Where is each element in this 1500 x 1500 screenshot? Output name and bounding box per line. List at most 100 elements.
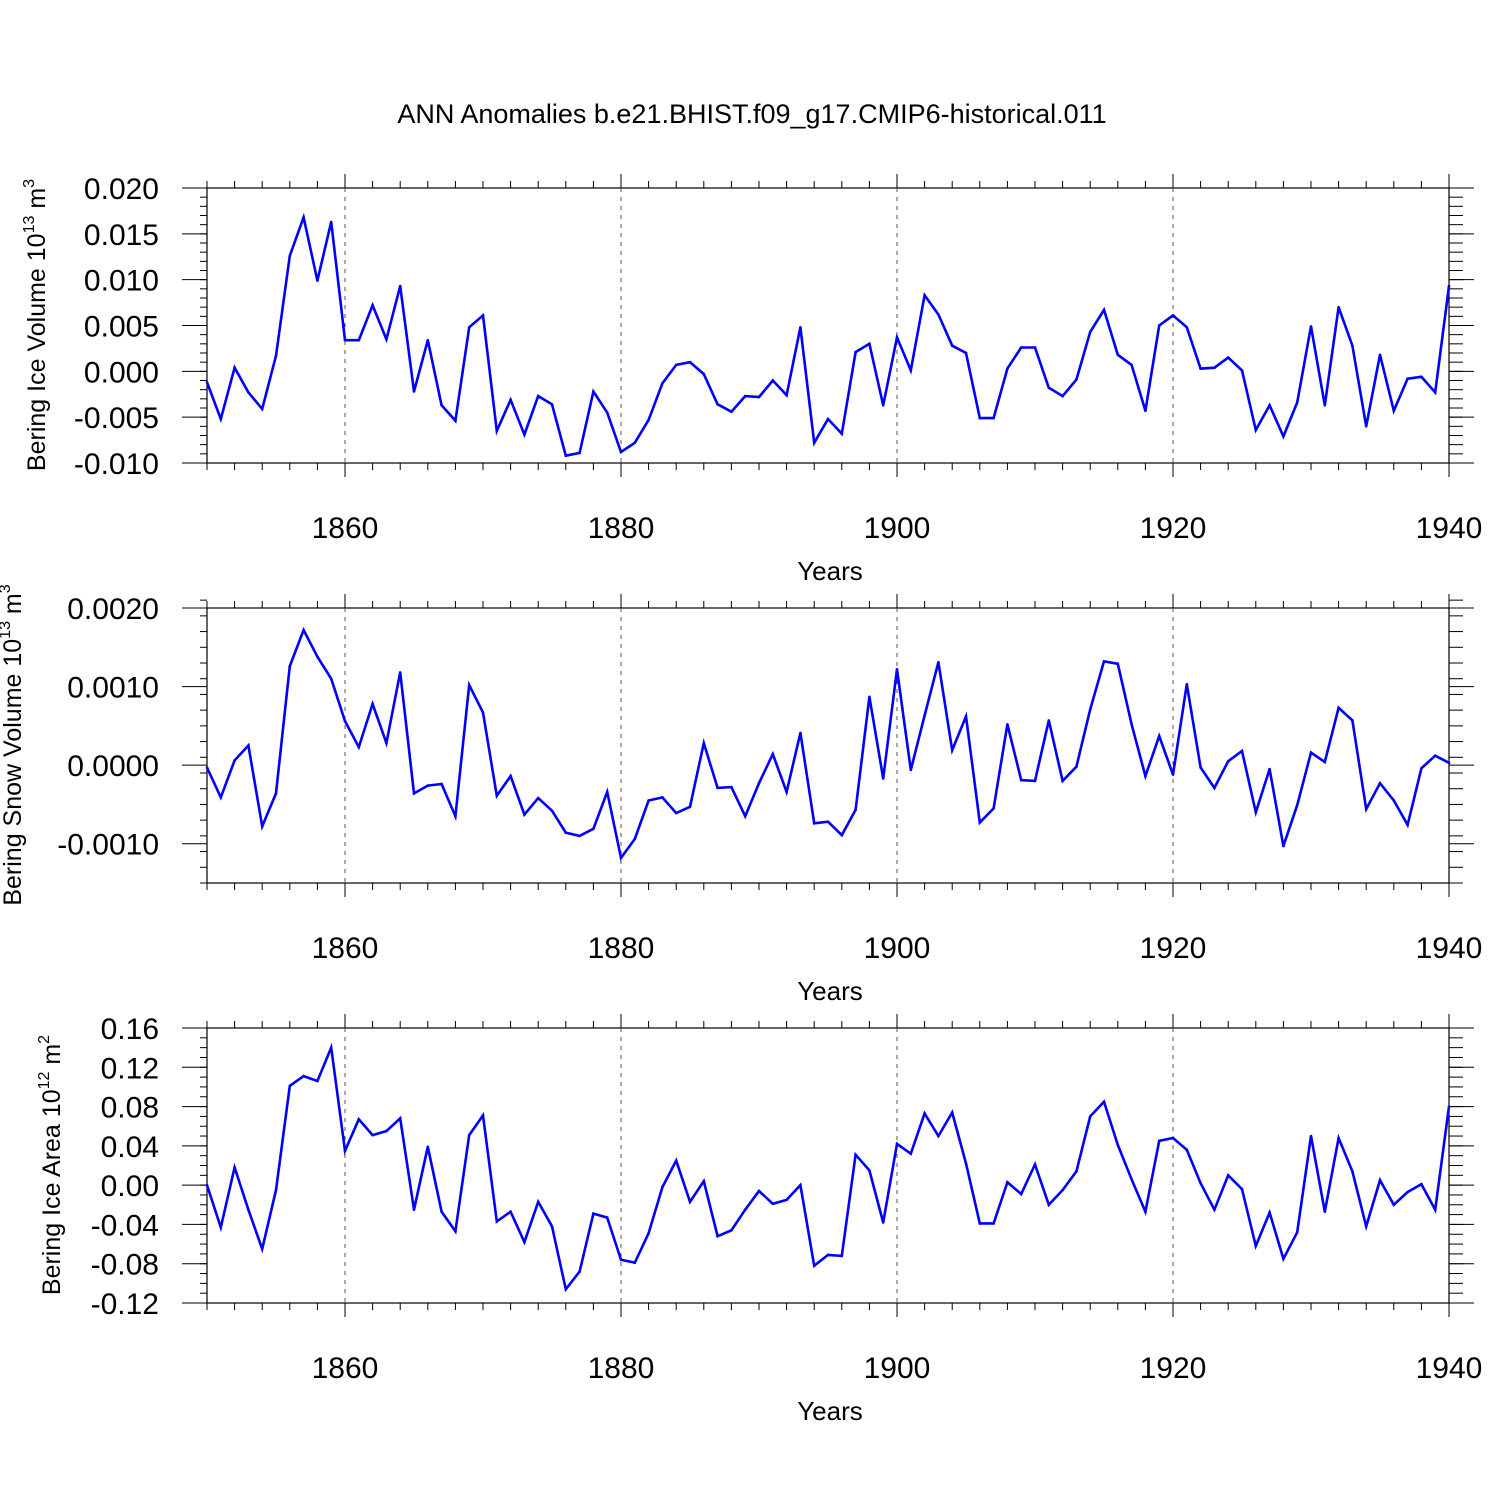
data-point — [1199, 766, 1202, 769]
y-tick-label: 0.0020 — [67, 593, 159, 626]
data-point — [812, 1264, 816, 1267]
data-point — [757, 395, 761, 399]
data-point — [219, 417, 223, 421]
data-point — [950, 344, 954, 348]
data-point — [1157, 324, 1161, 327]
data-point — [578, 834, 581, 838]
data-point — [964, 351, 968, 355]
x-tick-label: 1860 — [312, 932, 379, 965]
data-point — [812, 441, 816, 445]
data-point — [274, 792, 278, 795]
data-point — [785, 393, 788, 397]
data-point — [385, 338, 388, 341]
data-point — [1309, 325, 1313, 328]
x-tick-label: 1880 — [588, 1352, 655, 1385]
data-point — [1254, 1244, 1258, 1248]
data-point — [1447, 1105, 1451, 1108]
data-point — [661, 1185, 664, 1189]
data-point — [647, 1232, 650, 1235]
data-point — [923, 714, 926, 717]
data-point — [868, 342, 871, 346]
data-point — [702, 741, 706, 745]
x-tick-label: 1860 — [312, 1352, 379, 1385]
data-point — [440, 782, 443, 786]
x-tick-label: 1880 — [588, 512, 655, 545]
data-point — [1420, 767, 1423, 770]
data-point — [1213, 1208, 1216, 1211]
y-tick-label: -0.08 — [91, 1249, 159, 1282]
data-point — [826, 1253, 830, 1257]
data-point — [205, 381, 209, 384]
data-point — [812, 822, 816, 825]
data-point — [564, 454, 568, 458]
data-point — [329, 1046, 333, 1049]
data-point — [1157, 734, 1161, 738]
data-point — [1433, 1208, 1437, 1211]
data-point — [440, 404, 443, 407]
data-point — [937, 660, 940, 664]
y-tick-label: 0.015 — [84, 219, 159, 252]
data-point — [1406, 377, 1409, 381]
data-point — [509, 1210, 512, 1213]
data-point — [1144, 774, 1147, 778]
data-point — [895, 1142, 899, 1146]
plot-frame — [206, 187, 1450, 464]
data-point — [302, 628, 305, 632]
data-point — [1047, 386, 1051, 390]
data-point — [1102, 660, 1106, 663]
data-point — [385, 741, 388, 745]
data-point — [1226, 759, 1230, 763]
data-point — [260, 825, 264, 828]
data-point — [1240, 1187, 1244, 1191]
data-point — [1130, 723, 1133, 726]
data-point — [937, 1134, 940, 1138]
data-point — [661, 796, 664, 799]
data-point — [1406, 823, 1409, 827]
y-tick-label: 0.0000 — [67, 750, 159, 783]
y-axis-label: Bering Ice Area 1012 m2 — [36, 1035, 66, 1295]
data-point — [467, 683, 471, 687]
y-axis-label-ylabel-unit-sup: 3 — [0, 584, 14, 593]
data-point — [633, 441, 637, 445]
data-point — [978, 1222, 982, 1225]
data-point — [1185, 1148, 1189, 1152]
data-point — [247, 391, 250, 394]
data-point — [509, 774, 512, 778]
data-point — [398, 284, 402, 288]
data-point — [937, 313, 940, 316]
y-tick-label: 0.020 — [84, 173, 159, 206]
data-point — [1199, 367, 1202, 370]
data-point — [523, 1240, 526, 1244]
data-point — [1351, 344, 1354, 348]
data-point — [730, 410, 733, 414]
data-point — [923, 1112, 926, 1115]
x-tick-label: 1940 — [1416, 932, 1483, 965]
data-point — [757, 781, 761, 785]
x-tick-label: 1920 — [1140, 512, 1207, 545]
data-point — [454, 419, 457, 423]
data-point — [233, 366, 236, 370]
data-point — [550, 403, 554, 406]
data-point — [536, 1200, 540, 1204]
panels: 1860 1880 1900 1920 1940 Years -0.010 -0.005 0.0… — [0, 173, 1482, 1426]
data-point — [1144, 409, 1147, 413]
data-point — [578, 451, 581, 455]
data-point — [674, 363, 678, 367]
y-axis-label: Bering Snow Volume 1013 m3 — [0, 584, 27, 905]
data-point — [605, 1216, 609, 1219]
data-point — [550, 1225, 554, 1228]
y-tick-label: 0.16 — [101, 1013, 159, 1046]
data-point — [1088, 330, 1092, 334]
data-point — [1088, 1115, 1092, 1118]
data-point — [702, 372, 706, 376]
data-point — [1061, 1188, 1064, 1192]
data-point — [964, 715, 968, 718]
data-point — [895, 336, 899, 339]
data-point — [1268, 404, 1271, 407]
data-point — [785, 790, 788, 794]
data-point — [1185, 682, 1189, 686]
data-point — [592, 390, 595, 393]
data-point — [523, 813, 526, 816]
data-point — [992, 416, 995, 420]
plot-frame — [206, 607, 1450, 884]
